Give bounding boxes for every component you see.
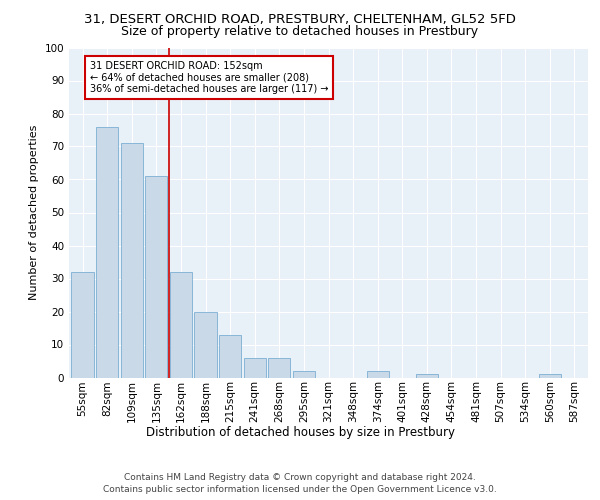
Bar [268,358,290,378]
Bar [293,371,315,378]
Bar [121,143,143,378]
Y-axis label: Number of detached properties: Number of detached properties [29,125,39,300]
Bar [194,312,217,378]
Bar [145,176,167,378]
Bar [244,358,266,378]
Bar [219,334,241,378]
Text: Contains HM Land Registry data © Crown copyright and database right 2024.
Contai: Contains HM Land Registry data © Crown c… [103,472,497,494]
Bar [71,272,94,378]
Text: 31 DESERT ORCHID ROAD: 152sqm
← 64% of detached houses are smaller (208)
36% of : 31 DESERT ORCHID ROAD: 152sqm ← 64% of d… [90,60,328,94]
Text: Distribution of detached houses by size in Prestbury: Distribution of detached houses by size … [146,426,455,439]
Bar [367,371,389,378]
Bar [96,126,118,378]
Bar [539,374,561,378]
Text: Size of property relative to detached houses in Prestbury: Size of property relative to detached ho… [121,25,479,38]
Bar [416,374,438,378]
Bar [170,272,192,378]
Text: 31, DESERT ORCHID ROAD, PRESTBURY, CHELTENHAM, GL52 5FD: 31, DESERT ORCHID ROAD, PRESTBURY, CHELT… [84,12,516,26]
